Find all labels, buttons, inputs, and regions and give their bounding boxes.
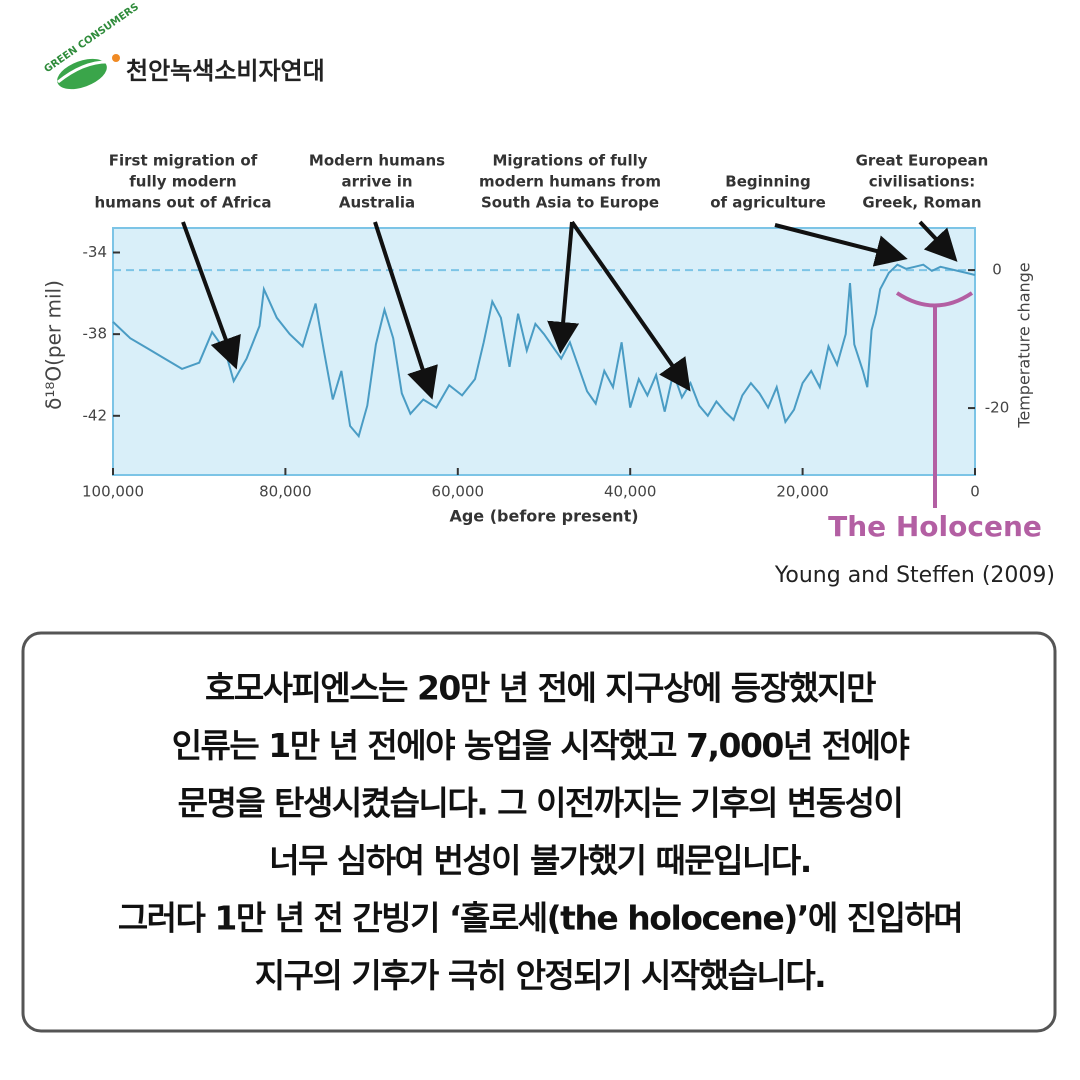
- x-tick-label: 40,000: [604, 483, 657, 501]
- body-line: 호모사피엔스는 20만 년 전에 지구상에 등장했지만: [205, 669, 876, 708]
- data-line: [112, 263, 976, 439]
- annotation: of agriculture: [710, 194, 826, 212]
- annotation: modern humans from: [479, 173, 661, 191]
- annotation: arrive in: [341, 173, 412, 191]
- annotation: Modern humans: [309, 152, 445, 170]
- annotation: Greek, Roman: [862, 194, 981, 212]
- holocene-bracket: [895, 291, 974, 508]
- arrow: [570, 220, 691, 392]
- body-line: 인류는 1만 년 전에야 농업을 시작했고 7,000년 전에야: [172, 726, 910, 765]
- annotation: First migration of: [109, 152, 258, 170]
- y-tick-label: -42: [83, 406, 108, 424]
- logo: GREEN CONSUMERS 천안녹색소비자연대: [42, 2, 325, 90]
- body-line: 지구의 기후가 극히 안정되기 시작했습니다.: [255, 956, 825, 995]
- annotation: fully modern: [129, 173, 236, 191]
- y2-tick-label: -20: [985, 399, 1010, 417]
- y-axis-label: δ¹⁸O(per mil): [42, 280, 66, 410]
- annotation: South Asia to Europe: [481, 194, 659, 212]
- arrows: [181, 220, 958, 400]
- arrow: [181, 221, 241, 370]
- x-tick-label: 20,000: [776, 483, 829, 501]
- chart: 100,000 80,000 60,000 40,000 20,000 0 -34 -38 -4…: [42, 243, 1034, 526]
- x-tick-label: 80,000: [259, 483, 312, 501]
- annotation: civilisations:: [869, 173, 976, 191]
- annotation: Australia: [339, 194, 415, 212]
- x-tick-label: 0: [970, 483, 980, 501]
- y2-tick-label: 0: [992, 261, 1002, 279]
- x-tick-label: 60,000: [432, 483, 485, 501]
- arrow: [774, 223, 908, 267]
- arrow: [918, 220, 958, 262]
- x-axis-label: Age (before present): [449, 507, 638, 526]
- annotation: humans out of Africa: [94, 194, 271, 212]
- holocene-label: The Holocene: [828, 510, 1042, 543]
- logo-text: 천안녹색소비자연대: [126, 57, 325, 85]
- x-tick-label: 100,000: [82, 483, 144, 501]
- body-line: 문명을 탄생시켰습니다. 그 이전까지는 기후의 변동성이: [178, 784, 903, 823]
- y2-axis-label: Temperature change: [1015, 262, 1034, 428]
- source: Young and Steffen (2009): [774, 563, 1055, 588]
- annotation: Beginning: [725, 173, 810, 191]
- arrow: [373, 221, 438, 400]
- text-box: [21, 631, 1057, 1033]
- annotation: Great European: [856, 152, 989, 170]
- y-tick-label: -38: [83, 325, 108, 343]
- y-tick-label: -34: [83, 243, 108, 261]
- annotation: Migrations of fully: [492, 152, 647, 170]
- body-line: 그러다 1만 년 전 간빙기 ‘홀로세(the holocene)’에 진입하며: [118, 899, 962, 938]
- body-line: 너무 심하여 번성이 불가했기 때문입니다.: [269, 841, 811, 880]
- annotations: First migration of fully modern humans out…: [94, 152, 988, 212]
- arrow: [547, 221, 580, 354]
- plot-area: [112, 227, 976, 476]
